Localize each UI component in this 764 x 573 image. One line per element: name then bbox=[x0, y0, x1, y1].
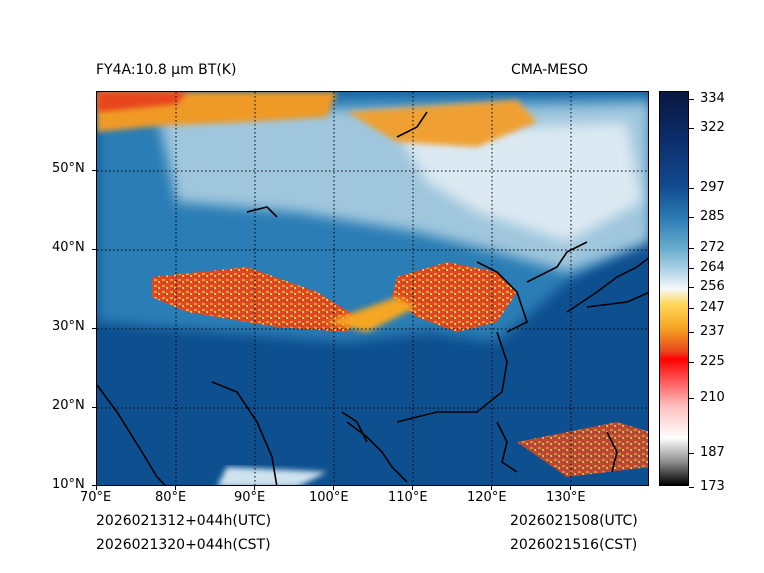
y-tick-mark bbox=[92, 485, 96, 486]
southern-convection bbox=[517, 422, 648, 477]
x-tick-mark bbox=[96, 486, 97, 490]
valid-time-utc: 2026021508(UTC) bbox=[510, 513, 638, 529]
colorbar-tick bbox=[689, 128, 694, 129]
x-tick-label: 100°E bbox=[309, 490, 349, 505]
colorbar-tick bbox=[689, 362, 694, 363]
y-tick-label: 30°N bbox=[52, 319, 85, 334]
colorbar-label: 210 bbox=[700, 390, 725, 405]
init-time-utc: 2026021312+044h(UTC) bbox=[96, 513, 272, 529]
colorbar-label: 264 bbox=[700, 260, 725, 275]
x-tick-label: 110°E bbox=[388, 490, 428, 505]
colorbar-tick bbox=[689, 248, 694, 249]
frontal-tail bbox=[327, 297, 417, 332]
y-tick-label: 20°N bbox=[52, 398, 85, 413]
colorbar-label: 285 bbox=[700, 209, 725, 224]
y-tick-mark bbox=[92, 249, 96, 250]
x-tick-label: 70°E bbox=[80, 490, 112, 505]
colorbar-label: 247 bbox=[700, 300, 725, 315]
colorbar-tick bbox=[689, 188, 694, 189]
coastlines bbox=[97, 111, 648, 485]
x-tick-label: 120°E bbox=[467, 490, 507, 505]
colorbar-tick bbox=[689, 308, 694, 309]
colorbar-tick bbox=[689, 332, 694, 333]
x-tick-label: 90°E bbox=[234, 490, 266, 505]
colorbar bbox=[659, 91, 689, 486]
y-tick-label: 40°N bbox=[52, 240, 85, 255]
x-tick-mark bbox=[412, 486, 413, 490]
colorbar-label: 256 bbox=[700, 279, 725, 294]
pale-cloud-north bbox=[397, 122, 642, 242]
graticule bbox=[97, 92, 648, 485]
x-tick-label: 80°E bbox=[155, 490, 187, 505]
northern-cold-top bbox=[97, 92, 187, 112]
colorbar-label: 334 bbox=[700, 91, 725, 106]
x-tick-mark bbox=[570, 486, 571, 490]
colorbar-label: 225 bbox=[700, 354, 725, 369]
colorbar-tick bbox=[689, 268, 694, 269]
colorbar-label: 173 bbox=[700, 479, 725, 494]
colorbar-label: 187 bbox=[700, 445, 725, 460]
colorbar-gradient bbox=[660, 92, 688, 485]
map-title: FY4A:10.8 µm BT(K) bbox=[96, 62, 237, 78]
brightness-temperature-field bbox=[97, 92, 648, 485]
colorbar-tick bbox=[689, 487, 694, 488]
x-tick-mark bbox=[254, 486, 255, 490]
y-tick-mark bbox=[92, 407, 96, 408]
y-tick-label: 50°N bbox=[52, 161, 85, 176]
init-time-cst: 2026021320+044h(CST) bbox=[96, 537, 271, 553]
x-tick-mark bbox=[175, 486, 176, 490]
y-tick-mark bbox=[92, 328, 96, 329]
colorbar-label: 297 bbox=[700, 180, 725, 195]
y-tick-mark bbox=[92, 170, 96, 171]
satellite-map bbox=[96, 91, 649, 486]
valid-time-cst: 2026021516(CST) bbox=[510, 537, 638, 553]
x-tick-mark bbox=[333, 486, 334, 490]
colorbar-tick bbox=[689, 453, 694, 454]
colorbar-label: 322 bbox=[700, 120, 725, 135]
colorbar-tick bbox=[689, 398, 694, 399]
colorbar-tick bbox=[689, 217, 694, 218]
eastern-frontal-cloud bbox=[392, 262, 517, 332]
y-tick-label: 10°N bbox=[52, 477, 85, 492]
colorbar-tick bbox=[689, 99, 694, 100]
colorbar-label: 237 bbox=[700, 324, 725, 339]
plateau-convection bbox=[152, 267, 357, 332]
northeast-cloud bbox=[347, 100, 537, 147]
colorbar-label: 272 bbox=[700, 240, 725, 255]
x-tick-mark bbox=[491, 486, 492, 490]
south-boundary-cloud bbox=[218, 467, 327, 485]
x-tick-label: 130°E bbox=[546, 490, 586, 505]
model-name: CMA-MESO bbox=[511, 62, 589, 78]
colorbar-tick bbox=[689, 287, 694, 288]
